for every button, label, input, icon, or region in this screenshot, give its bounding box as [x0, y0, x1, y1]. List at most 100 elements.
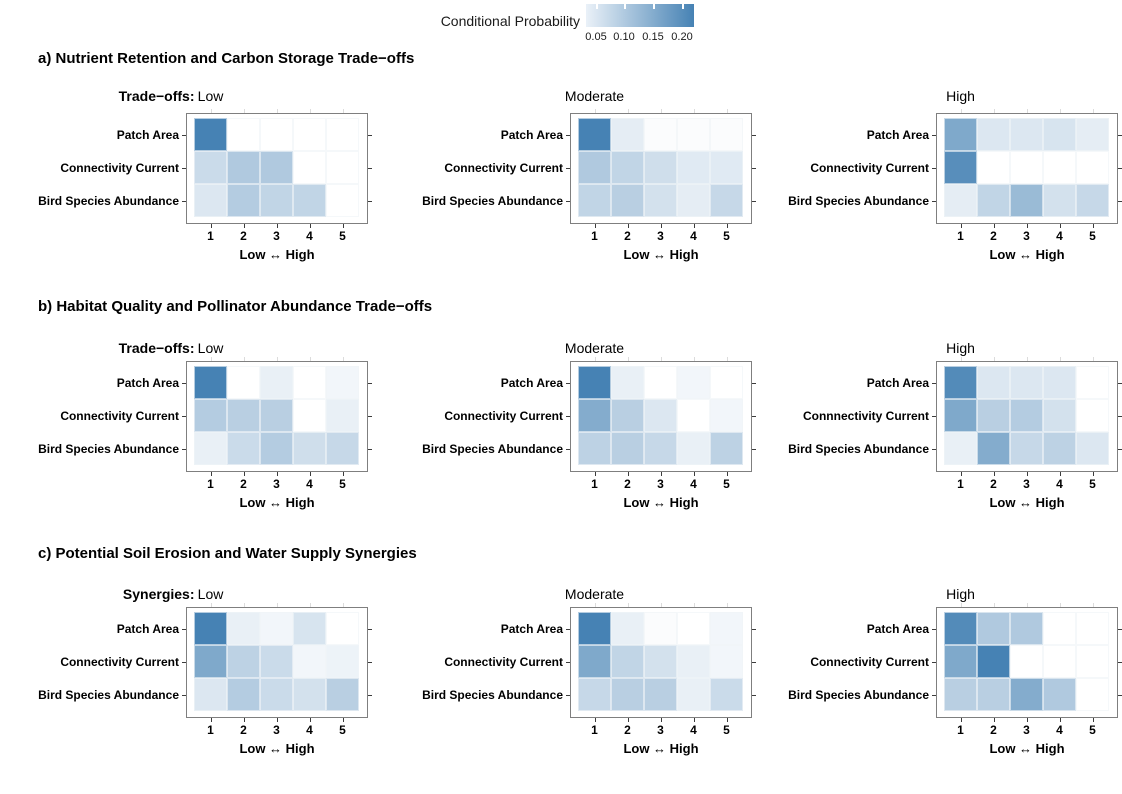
heatmap-cell — [943, 432, 977, 466]
axis-tick-bottom — [342, 472, 344, 476]
x-tick-label: 1 — [591, 229, 598, 243]
heatmap-cell — [259, 365, 293, 399]
x-tick-label: 1 — [957, 723, 964, 737]
axis-tick-right — [1118, 416, 1122, 417]
axis-tick-left — [566, 449, 570, 451]
axis-tick-left — [932, 449, 936, 451]
x-tick-label: 2 — [240, 229, 247, 243]
heatmap-cell — [1009, 184, 1043, 218]
heatmap-cell — [643, 644, 677, 679]
facet-label-low: Low — [197, 586, 224, 602]
y-axis-label: Connectivity Current — [60, 655, 179, 669]
x-tick-label: 3 — [273, 477, 280, 491]
axis-tick-right — [1118, 695, 1122, 697]
heatmap-cell — [709, 150, 743, 185]
heatmap-cell — [610, 184, 644, 218]
heatmap-cell — [1042, 398, 1076, 433]
heatmap-cell — [193, 150, 227, 185]
heatmap-cell — [193, 644, 227, 679]
x-tick-label: 4 — [306, 229, 313, 243]
heatmap-cell — [292, 398, 326, 433]
axis-tick-bottom — [594, 224, 596, 228]
x-tick-label: 4 — [690, 229, 697, 243]
heatmap-cell — [1009, 678, 1043, 712]
heatmap-cell — [610, 611, 644, 645]
heatmap-cell — [943, 365, 977, 399]
heatmap-cell — [709, 611, 743, 645]
heatmap-cell — [577, 150, 611, 185]
facet-label-low: Low — [197, 340, 224, 356]
axis-tick-left — [182, 662, 186, 663]
axis-tick-top — [693, 109, 695, 113]
y-axis-label: Bird Species Abundance — [422, 442, 563, 457]
heatmap-cell — [259, 184, 293, 218]
heatmap-panel-a-moderate — [570, 113, 752, 224]
axis-tick-right — [752, 201, 756, 203]
heatmap-cell — [193, 678, 227, 712]
heatmap-cell — [1075, 365, 1109, 399]
x-axis-title: Low ↔ High — [239, 247, 315, 262]
axis-tick-bottom — [309, 472, 311, 476]
axis-tick-top — [210, 603, 212, 607]
heatmap-cell — [325, 644, 359, 679]
axis-tick-top — [309, 603, 311, 607]
x-tick-label: 3 — [273, 229, 280, 243]
axis-tick-top — [1092, 357, 1094, 361]
axis-tick-top — [993, 357, 995, 361]
axis-tick-left — [566, 695, 570, 697]
legend-colorbar — [586, 4, 694, 27]
axis-tick-top — [1026, 357, 1028, 361]
heatmap-cell — [676, 398, 710, 433]
heatmap-cell — [577, 365, 611, 399]
heatmap-cell — [709, 678, 743, 712]
heatmap-cell — [577, 611, 611, 645]
y-axis-label: Connectivity Current — [444, 409, 563, 423]
x-tick-label: 5 — [723, 477, 730, 491]
x-tick-label: 4 — [306, 477, 313, 491]
axis-tick-bottom — [1026, 718, 1028, 722]
heatmap-cell — [193, 117, 227, 151]
x-tick-label: 2 — [240, 477, 247, 491]
heatmap-cell — [676, 184, 710, 218]
x-tick-label: 5 — [1089, 477, 1096, 491]
axis-tick-top — [960, 109, 962, 113]
heatmap-cell — [1042, 432, 1076, 466]
heatmap-cell — [259, 432, 293, 466]
facet-label-moderate: Moderate — [564, 586, 625, 602]
heatmap-cell — [193, 611, 227, 645]
x-axis-title: Low ↔ High — [239, 741, 315, 756]
x-tick-label: 4 — [690, 723, 697, 737]
heatmap-cell — [226, 184, 260, 218]
heatmap-cell — [1042, 117, 1076, 151]
section-title-b: b) Habitat Quality and Pollinator Abunda… — [38, 298, 433, 315]
x-tick-label: 5 — [339, 229, 346, 243]
x-tick-label: 1 — [957, 477, 964, 491]
heatmap-cell — [325, 678, 359, 712]
axis-tick-bottom — [210, 224, 212, 228]
axis-tick-bottom — [1059, 224, 1061, 228]
heatmap-cell — [325, 611, 359, 645]
axis-tick-top — [1026, 109, 1028, 113]
axis-tick-bottom — [993, 224, 995, 228]
heatmap-cell — [1042, 365, 1076, 399]
axis-tick-left — [932, 382, 936, 384]
heatmap-cell — [976, 611, 1010, 645]
axis-tick-left — [932, 695, 936, 697]
axis-tick-bottom — [993, 718, 995, 722]
x-tick-label: 3 — [1023, 723, 1030, 737]
axis-tick-bottom — [210, 472, 212, 476]
heatmap-cell — [610, 365, 644, 399]
heatmap-cell — [643, 611, 677, 645]
x-tick-label: 1 — [207, 477, 214, 491]
y-axis-label: Bird Species Abundance — [788, 194, 929, 209]
heatmap-cell — [325, 184, 359, 218]
legend-tick-mark — [653, 4, 655, 9]
x-tick-label: 5 — [1089, 723, 1096, 737]
x-tick-label: 5 — [723, 723, 730, 737]
axis-tick-left — [566, 168, 570, 169]
axis-tick-bottom — [1026, 472, 1028, 476]
heatmap-cell — [976, 150, 1010, 185]
axis-tick-right — [1118, 449, 1122, 451]
heatmap-cell — [259, 117, 293, 151]
axis-tick-bottom — [660, 224, 662, 228]
